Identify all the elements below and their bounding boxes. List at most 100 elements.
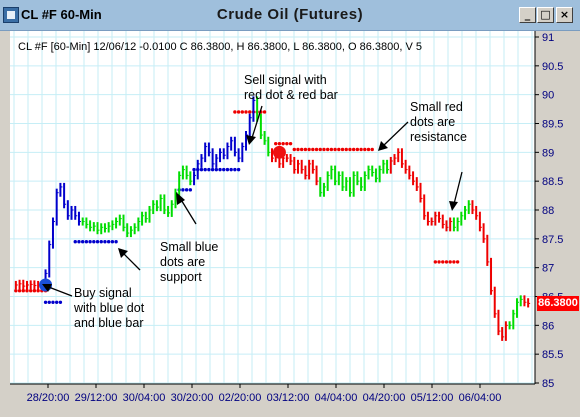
- indicator-dot: [229, 167, 233, 172]
- support-annotation: Small blue dots are support: [160, 240, 219, 284]
- indicator-dot: [433, 260, 438, 264]
- y-tick-label: 85: [542, 378, 554, 390]
- indicator-dot: [363, 147, 367, 152]
- indicator-dot: [54, 300, 59, 304]
- last-price-tag: 86.3800: [537, 296, 579, 311]
- x-tick-label: 28/20:00: [27, 392, 70, 404]
- indicator-dot: [296, 147, 300, 152]
- indicator-dot: [311, 147, 315, 152]
- indicator-dot: [103, 240, 107, 244]
- indicator-dot: [322, 147, 326, 152]
- indicator-dot: [329, 147, 334, 152]
- indicator-dot: [292, 147, 296, 152]
- indicator-dot: [110, 240, 115, 244]
- indicator-dot: [359, 147, 363, 152]
- indicator-dot: [240, 110, 245, 114]
- indicator-dot: [262, 110, 267, 114]
- indicator-dot: [348, 147, 352, 152]
- sell-signal-annotation: Sell signal with red dot & red bar: [244, 73, 338, 102]
- indicator-dot: [184, 188, 189, 192]
- indicator-dot: [84, 240, 89, 244]
- indicator-dot: [285, 141, 289, 146]
- x-tick-label: 29/12:00: [75, 392, 118, 404]
- y-tick-label: 88: [542, 205, 554, 217]
- annotation-arrows: [42, 105, 463, 297]
- y-tick-label: 90.5: [542, 61, 563, 73]
- indicator-dots: [14, 110, 460, 304]
- indicator-dot: [281, 141, 285, 146]
- minimize-button[interactable]: _: [519, 7, 536, 23]
- indicator-dot: [303, 147, 308, 152]
- indicator-dot: [236, 110, 241, 114]
- y-tick-label: 90: [542, 90, 554, 102]
- indicator-dot: [244, 110, 248, 114]
- indicator-dot: [106, 240, 111, 244]
- indicator-dot: [455, 260, 460, 264]
- grid: [10, 31, 535, 384]
- indicator-dot: [188, 188, 193, 192]
- indicator-dot: [337, 147, 341, 152]
- y-tick-label: 86: [542, 320, 554, 332]
- x-tick-label: 30/04:00: [123, 392, 166, 404]
- indicator-dot: [340, 147, 345, 152]
- close-button[interactable]: ×: [556, 7, 573, 23]
- indicator-dot: [114, 240, 118, 244]
- indicator-dot: [17, 289, 22, 293]
- indicator-dot: [77, 240, 81, 244]
- x-tick-label: 05/12:00: [411, 392, 454, 404]
- status-line: CL #F [60-Min] 12/06/12 -0.0100 C 86.380…: [18, 41, 423, 53]
- indicator-dot: [366, 147, 371, 152]
- y-tick-label: 89: [542, 147, 554, 159]
- indicator-dot: [444, 260, 449, 264]
- indicator-dot: [92, 240, 96, 244]
- indicator-dot: [29, 289, 33, 293]
- indicator-dot: [437, 260, 441, 264]
- indicator-dot: [351, 147, 356, 152]
- chart-window-icon[interactable]: [3, 7, 19, 23]
- indicator-dot: [214, 167, 219, 172]
- x-tick-label: 04/04:00: [315, 392, 358, 404]
- x-axis-labels: 28/20:00 29/12:00 30/04:00 30/20:00 02/20:00…: [27, 384, 502, 404]
- indicator-dot: [248, 110, 252, 114]
- indicator-dot: [318, 147, 322, 152]
- x-tick-label: 04/20:00: [363, 392, 406, 404]
- indicator-dot: [51, 300, 55, 304]
- indicator-dot: [32, 289, 37, 293]
- title-bar: CL #F 60-Min Crude Oil (Futures) _ □ ×: [0, 0, 580, 31]
- indicator-dot: [43, 300, 48, 304]
- x-tick-label: 06/04:00: [459, 392, 502, 404]
- indicator-dot: [95, 240, 100, 244]
- y-tick-label: 91: [542, 32, 554, 44]
- indicator-dot: [14, 289, 18, 293]
- y-tick-label: 87.5: [542, 234, 563, 246]
- indicator-dot: [441, 260, 445, 264]
- indicator-dot: [199, 167, 204, 172]
- indicator-dot: [233, 167, 237, 172]
- y-tick-label: 89.5: [542, 119, 563, 131]
- x-tick-label: 03/12:00: [267, 392, 310, 404]
- indicator-dot: [181, 188, 185, 192]
- indicator-dot: [222, 167, 226, 172]
- restore-button[interactable]: □: [537, 7, 554, 23]
- indicator-dot: [36, 289, 40, 293]
- indicator-dot: [333, 147, 337, 152]
- symbol-title: CL #F 60-Min: [21, 7, 102, 22]
- indicator-dot: [344, 147, 348, 152]
- indicator-dot: [233, 110, 237, 114]
- indicator-dot: [192, 167, 196, 172]
- x-tick-label: 30/20:00: [171, 392, 214, 404]
- indicator-dot: [288, 141, 293, 146]
- chart-title: Crude Oil (Futures): [216, 6, 364, 23]
- x-tick-label: 02/20:00: [219, 392, 262, 404]
- sell-signal-dot: [272, 145, 286, 159]
- indicator-dot: [203, 167, 207, 172]
- y-tick-label: 85.5: [542, 349, 563, 361]
- indicator-dot: [307, 147, 311, 152]
- indicator-dot: [299, 147, 304, 152]
- indicator-dot: [58, 300, 63, 304]
- indicator-dot: [210, 167, 215, 172]
- indicator-dot: [452, 260, 456, 264]
- indicator-dot: [325, 147, 330, 152]
